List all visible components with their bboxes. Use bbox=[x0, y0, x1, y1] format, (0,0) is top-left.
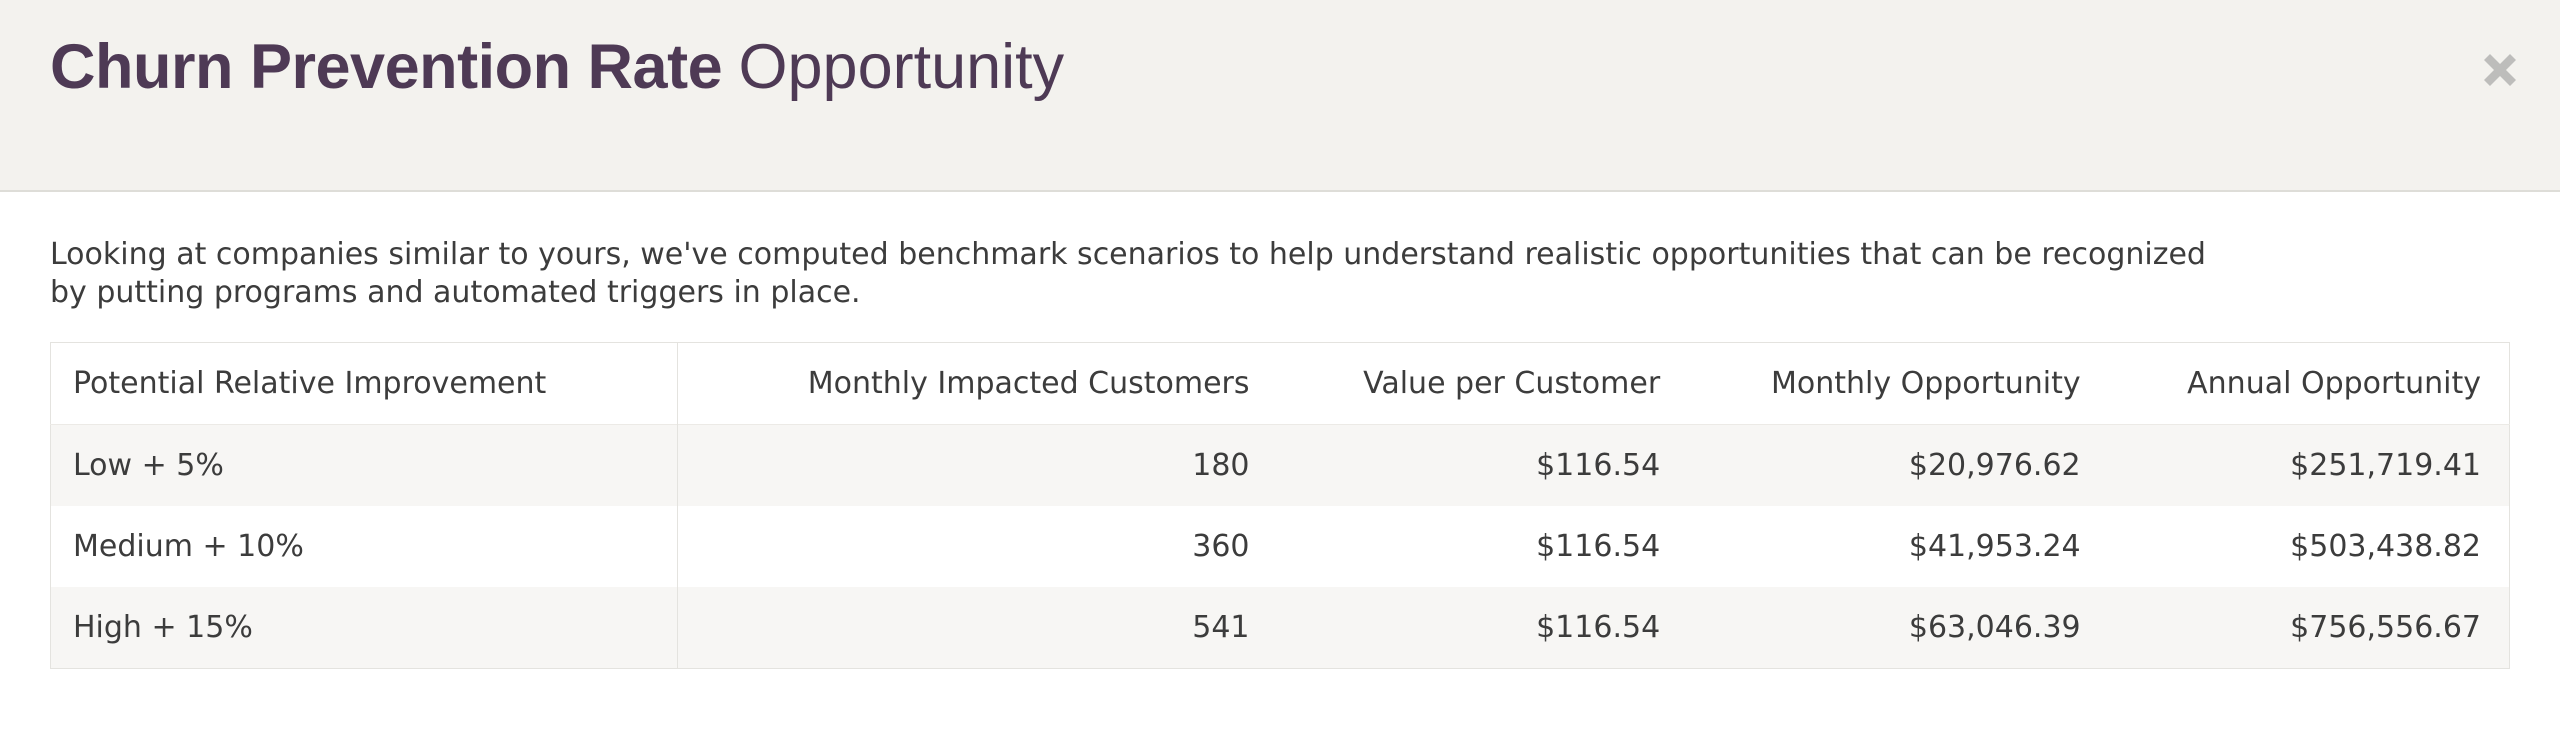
cell-value-per-customer: $116.54 bbox=[1536, 448, 1661, 483]
cell-monthly-opportunity: $63,046.39 bbox=[1908, 610, 2081, 645]
modal-header: Churn Prevention Rate Opportunity bbox=[0, 0, 2560, 192]
description-line-2: by putting programs and automated trigge… bbox=[50, 275, 861, 310]
modal-body: Looking at companies similar to yours, w… bbox=[0, 192, 2560, 669]
cell-monthly-impacted-customers: 360 bbox=[1192, 529, 1250, 564]
table-row-low: Low + 5% 180 $116.54 $20,976.62 $251,719… bbox=[50, 424, 2510, 506]
column-header-monthly-impacted-customers: Monthly Impacted Customers bbox=[807, 366, 1250, 401]
cell-monthly-impacted-customers: 541 bbox=[1192, 610, 1250, 645]
cell-value-per-customer: $116.54 bbox=[1536, 610, 1661, 645]
cell-annual-opportunity: $503,438.82 bbox=[2290, 529, 2481, 564]
column-header-annual-opportunity: Annual Opportunity bbox=[2187, 366, 2481, 401]
cell-improvement: High + 15% bbox=[50, 587, 679, 669]
cell-annual-opportunity: $251,719.41 bbox=[2290, 448, 2481, 483]
table-row-medium: Medium + 10% 360 $116.54 $41,953.24 $503… bbox=[50, 506, 2510, 587]
cell-value-per-customer: $116.54 bbox=[1536, 529, 1661, 564]
close-icon bbox=[2476, 46, 2524, 94]
table-row-high: High + 15% 541 $116.54 $63,046.39 $756,5… bbox=[50, 587, 2510, 669]
column-header-monthly-opportunity: Monthly Opportunity bbox=[1770, 366, 2081, 401]
close-button[interactable] bbox=[2476, 46, 2524, 94]
page-title-bold: Churn Prevention Rate bbox=[50, 32, 723, 102]
column-header-improvement: Potential Relative Improvement bbox=[50, 342, 679, 425]
cell-monthly-opportunity: $20,976.62 bbox=[1908, 448, 2081, 483]
cell-improvement: Low + 5% bbox=[50, 424, 679, 506]
description-text: Looking at companies similar to yours, w… bbox=[50, 236, 2510, 312]
table-header-row: Potential Relative Improvement Monthly I… bbox=[50, 342, 2510, 425]
benchmark-table: Potential Relative Improvement Monthly I… bbox=[50, 342, 2510, 669]
page-title-regular: Opportunity bbox=[738, 32, 1065, 102]
column-header-value-per-customer: Value per Customer bbox=[1363, 366, 1661, 401]
page-title: Churn Prevention Rate Opportunity bbox=[50, 32, 2510, 102]
cell-improvement: Medium + 10% bbox=[50, 506, 679, 587]
cell-monthly-opportunity: $41,953.24 bbox=[1908, 529, 2081, 564]
description-line-1: Looking at companies similar to yours, w… bbox=[50, 237, 2206, 272]
cell-monthly-impacted-customers: 180 bbox=[1192, 448, 1250, 483]
cell-annual-opportunity: $756,556.67 bbox=[2290, 610, 2481, 645]
